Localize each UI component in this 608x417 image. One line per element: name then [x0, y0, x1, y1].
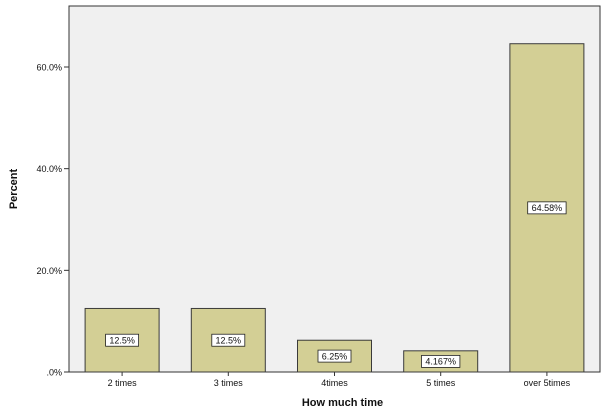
data-label: 12.5%	[109, 336, 135, 346]
x-tick-label: over 5times	[524, 378, 571, 388]
data-label-box	[527, 201, 567, 215]
y-tick-label: .0%	[46, 368, 62, 378]
y-axis-title: Percent	[8, 168, 20, 209]
y-tick-label: 20.0%	[36, 266, 62, 276]
x-tick-label: 4times	[321, 378, 348, 388]
data-label-box	[317, 349, 352, 363]
y-tick-label: 60.0%	[36, 63, 62, 73]
x-axis-title: How much time	[302, 397, 383, 409]
y-tick-label: 40.0%	[36, 164, 62, 174]
data-label-box	[211, 333, 246, 347]
data-label-box	[421, 355, 461, 368]
data-label-box	[105, 333, 139, 347]
data-label: 12.5%	[216, 336, 242, 346]
data-label: 4.167%	[425, 357, 456, 367]
y-axis: .0% 20.0% 40.0% 60.0%	[36, 63, 69, 378]
data-label: 6.25%	[322, 351, 348, 361]
data-label: 64.58%	[532, 203, 563, 213]
x-tick-label: 5 times	[426, 378, 456, 388]
data-labels: 12.5% 12.5% 6.25% 4.167% 64.58%	[105, 201, 567, 368]
x-tick-label: 2 times	[108, 378, 138, 388]
x-axis: 2 times 3 times 4times 5 times over 5times	[108, 372, 571, 388]
x-tick-label: 3 times	[214, 378, 244, 388]
